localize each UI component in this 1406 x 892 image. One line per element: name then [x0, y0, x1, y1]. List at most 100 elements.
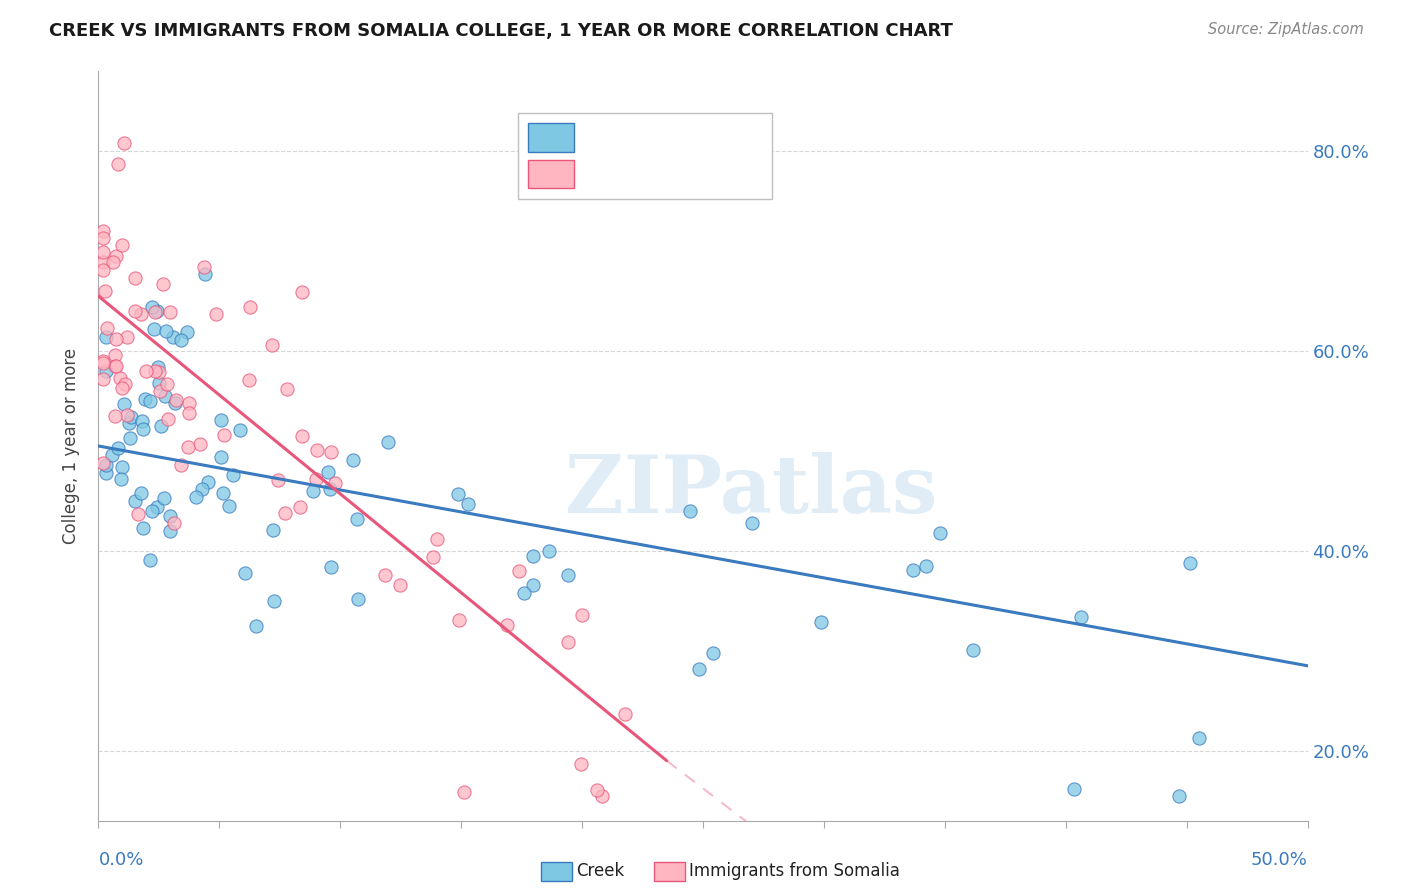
Text: 80: 80 — [737, 128, 762, 146]
Point — [688, 662, 710, 676]
Text: ZIPatlas: ZIPatlas — [565, 452, 938, 530]
Y-axis label: College, 1 year or more: College, 1 year or more — [62, 348, 80, 544]
Point — [302, 484, 325, 499]
Point — [374, 568, 396, 582]
Point — [347, 591, 370, 606]
Point — [104, 359, 127, 373]
Point — [209, 413, 232, 427]
Point — [377, 434, 399, 449]
Point — [148, 365, 170, 379]
Point — [305, 472, 328, 486]
Point — [274, 507, 297, 521]
Point — [120, 409, 142, 424]
Point — [342, 453, 364, 467]
Point — [557, 568, 579, 582]
Point — [94, 458, 117, 473]
Point — [678, 504, 700, 518]
Point — [145, 500, 167, 514]
Text: Creek: Creek — [576, 863, 624, 880]
Point — [325, 476, 347, 491]
Point — [1168, 789, 1191, 803]
Bar — [527, 160, 574, 188]
Point — [131, 414, 153, 428]
Point — [263, 593, 285, 607]
Point — [233, 566, 256, 580]
Point — [149, 384, 172, 399]
Point — [211, 485, 233, 500]
Point — [152, 491, 174, 505]
Text: -0.440: -0.440 — [624, 128, 689, 146]
Point — [114, 376, 136, 391]
Point — [457, 497, 479, 511]
Point — [107, 156, 129, 170]
Point — [91, 254, 114, 268]
Point — [143, 322, 166, 336]
Point — [132, 422, 155, 436]
Point — [129, 485, 152, 500]
Point — [184, 490, 207, 504]
Point — [104, 348, 127, 362]
Point — [447, 613, 470, 627]
Text: CREEK VS IMMIGRANTS FROM SOMALIA COLLEGE, 1 YEAR OR MORE CORRELATION CHART: CREEK VS IMMIGRANTS FROM SOMALIA COLLEGE… — [49, 22, 953, 40]
Point — [143, 364, 166, 378]
Point — [118, 431, 141, 445]
Point — [1188, 731, 1211, 745]
Point — [1178, 556, 1201, 570]
Point — [152, 277, 174, 291]
Point — [586, 783, 609, 797]
Point — [193, 260, 215, 275]
Point — [197, 475, 219, 490]
Point — [276, 382, 298, 396]
Point — [115, 330, 138, 344]
Point — [108, 371, 131, 385]
Point — [245, 618, 267, 632]
Point — [212, 428, 235, 442]
Point — [111, 238, 134, 252]
Point — [1063, 782, 1085, 797]
Point — [101, 448, 124, 462]
Point — [155, 389, 177, 403]
Point — [105, 249, 128, 263]
Point — [124, 494, 146, 508]
Point — [741, 516, 763, 531]
Point — [124, 303, 146, 318]
Text: N =: N = — [700, 128, 741, 146]
Point — [291, 429, 314, 443]
Point — [105, 359, 128, 373]
Point — [319, 482, 342, 496]
Point — [901, 563, 924, 577]
Point — [495, 618, 517, 632]
Point — [291, 285, 314, 299]
Point — [169, 333, 191, 347]
Point — [124, 271, 146, 285]
Point — [316, 465, 339, 479]
Text: 0.0%: 0.0% — [98, 851, 143, 869]
Point — [205, 307, 228, 321]
Text: R =: R = — [588, 165, 627, 183]
Point — [218, 499, 240, 513]
Point — [93, 284, 115, 298]
Point — [141, 301, 163, 315]
Point — [179, 396, 201, 410]
Point — [135, 363, 157, 377]
Point — [134, 392, 156, 406]
Point — [389, 578, 412, 592]
Text: R =: R = — [588, 128, 627, 146]
Point — [191, 483, 214, 497]
Point — [321, 444, 343, 458]
Point — [229, 424, 252, 438]
Point — [447, 486, 470, 500]
Point — [155, 324, 177, 338]
FancyBboxPatch shape — [517, 112, 772, 199]
Point — [146, 360, 169, 375]
Point — [176, 325, 198, 339]
Point — [104, 409, 127, 423]
Text: Source: ZipAtlas.com: Source: ZipAtlas.com — [1208, 22, 1364, 37]
Point — [91, 245, 114, 260]
Point — [118, 417, 141, 431]
Point — [111, 459, 134, 474]
Point — [962, 643, 984, 657]
Point — [94, 466, 117, 480]
Point — [159, 305, 181, 319]
Point — [131, 307, 153, 321]
